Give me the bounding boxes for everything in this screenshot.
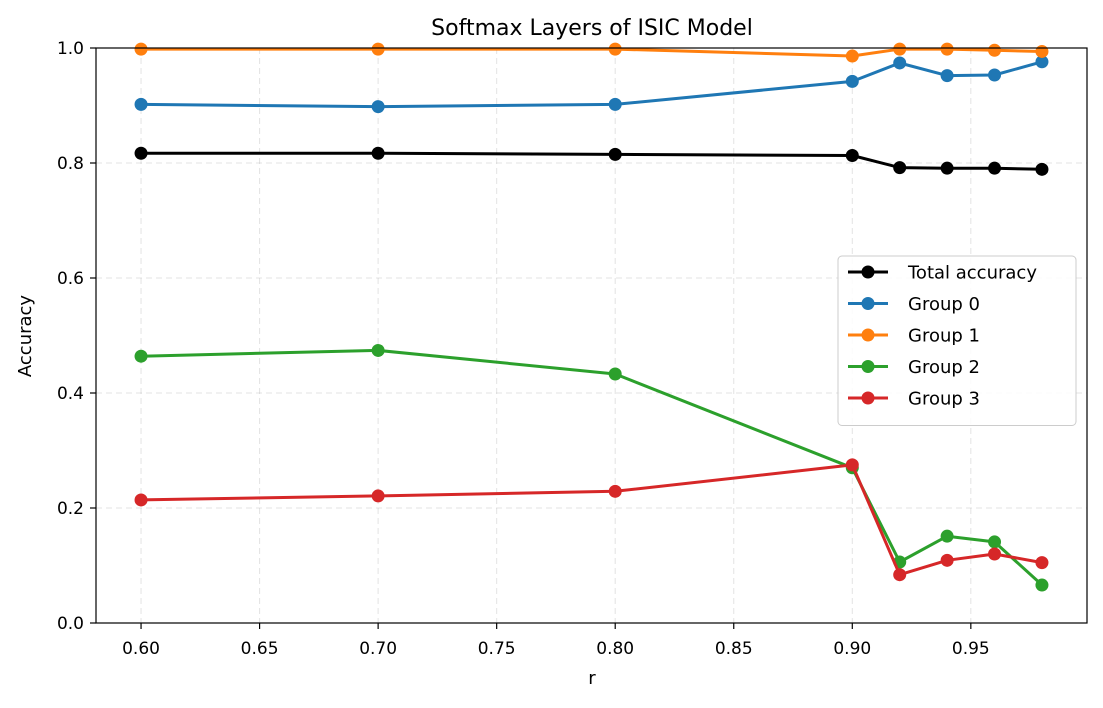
legend-label: Group 2: [908, 357, 980, 378]
data-point: [988, 68, 1002, 82]
data-point: [988, 547, 1002, 561]
x-axis-label: r: [588, 668, 596, 689]
data-point: [1035, 162, 1049, 176]
data-point: [134, 349, 148, 363]
data-point: [1035, 55, 1049, 69]
data-point: [940, 42, 954, 56]
data-point: [371, 42, 385, 56]
legend: Total accuracy Group 0 Group 1 Group 2 Group…: [837, 255, 1077, 426]
data-point: [845, 458, 859, 472]
series-line: [140, 463, 1043, 577]
x-tick-label: 0.80: [596, 639, 634, 659]
x-tick-label: 0.65: [241, 639, 279, 659]
y-tick-label: 0.4: [57, 384, 84, 404]
data-point: [845, 74, 859, 88]
data-point: [608, 42, 622, 56]
data-point: [988, 43, 1002, 57]
data-point: [608, 484, 622, 498]
data-point: [134, 42, 148, 56]
y-tick-label: 0.0: [57, 614, 84, 634]
plot-frame: [95, 47, 1088, 624]
y-tick-label: 0.6: [57, 269, 84, 289]
series-2: [134, 42, 1049, 63]
data-point: [608, 147, 622, 161]
x-tick-label: 0.95: [952, 639, 990, 659]
data-point: [1035, 44, 1049, 58]
series-line: [140, 60, 1043, 109]
legend-label: Group 3: [908, 389, 980, 410]
x-tick-label: 0.85: [715, 639, 753, 659]
data-point: [893, 568, 907, 582]
data-point: [134, 146, 148, 160]
series-line: [140, 348, 1044, 587]
data-point: [893, 42, 907, 56]
x-tick-label: 0.70: [359, 639, 397, 659]
legend-marker: [861, 328, 875, 342]
data-point: [940, 69, 954, 83]
legend-label: Group 0: [908, 294, 980, 315]
legend-marker: [861, 360, 875, 373]
y-tick-label: 0.8: [57, 154, 84, 174]
data-point: [845, 149, 859, 163]
data-point: [1035, 578, 1049, 592]
series-4: [134, 458, 1049, 582]
y-axis-label: Accuracy: [15, 295, 36, 378]
legend-marker: [861, 391, 875, 405]
y-tick-label: 0.2: [57, 499, 84, 519]
series-line: [141, 47, 1043, 58]
chart-title: Softmax Layers of ISIC Model: [431, 16, 753, 41]
data-point: [608, 97, 622, 111]
data-point: [608, 367, 622, 381]
data-point: [940, 161, 954, 175]
y-tick-label: 1.0: [57, 39, 84, 59]
data-point: [893, 161, 907, 175]
data-point: [893, 56, 907, 70]
series-0: [134, 146, 1049, 176]
data-point: [845, 49, 859, 63]
legend-label: Group 1: [908, 326, 980, 347]
data-point: [940, 529, 954, 543]
data-point: [940, 553, 954, 567]
x-tick-label: 0.75: [478, 639, 516, 659]
data-point: [1035, 556, 1049, 570]
data-point: [988, 535, 1002, 549]
legend-label: Total accuracy: [907, 263, 1037, 284]
x-tick-label: 0.90: [833, 639, 871, 659]
legend-marker: [861, 297, 875, 310]
data-point: [988, 161, 1002, 175]
x-tick-label: 0.60: [122, 639, 160, 659]
series-1: [134, 55, 1049, 114]
data-point: [134, 97, 148, 111]
legend-marker: [861, 265, 875, 279]
axis-ticks: 0.60 0.65 0.70 0.75 0.80 0.85 0.90 0.95 0.0 0.2 0.…: [57, 39, 990, 659]
series-line: [141, 151, 1043, 171]
series-lines: [134, 42, 1049, 592]
data-point: [134, 493, 148, 507]
data-point: [371, 100, 385, 114]
data-point: [371, 489, 385, 503]
data-point: [371, 343, 385, 357]
data-point: [371, 146, 385, 160]
legend-box: [837, 255, 1077, 426]
